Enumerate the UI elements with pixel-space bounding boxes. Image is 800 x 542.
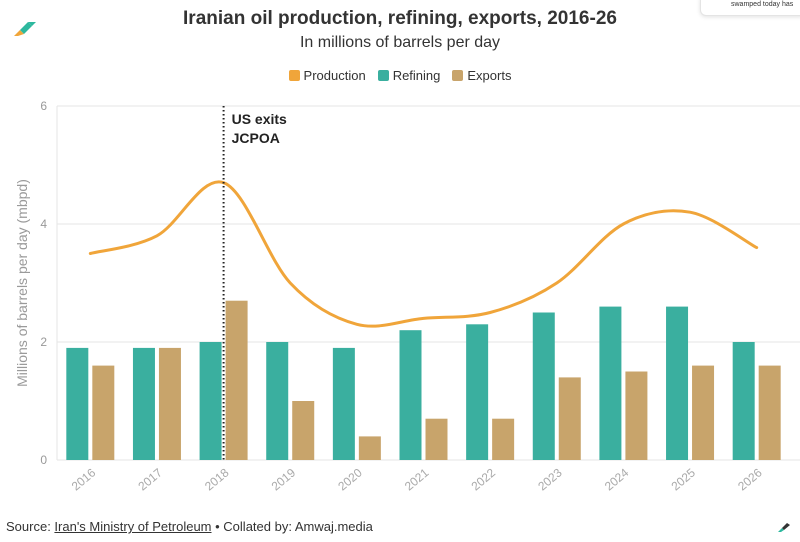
bar-exports-2021 (425, 418, 448, 460)
x-tick-label-2025: 2025 (669, 465, 699, 493)
source-link[interactable]: Iran's Ministry of Petroleum (54, 519, 212, 534)
bar-exports-2018 (225, 300, 248, 460)
bar-refining-2017 (132, 347, 155, 460)
y-tick-label-2: 2 (40, 335, 47, 349)
x-tick-label-2021: 2021 (402, 465, 432, 493)
x-tick-label-2023: 2023 (535, 465, 565, 493)
notification-popup[interactable]: swamped today has (700, 0, 800, 16)
bar-exports-2024 (625, 371, 648, 460)
x-tick-label-2020: 2020 (335, 465, 365, 493)
bar-refining-2023 (532, 312, 555, 460)
legend-label-exports: Exports (467, 68, 512, 83)
bar-refining-2022 (466, 324, 489, 460)
bar-exports-2025 (692, 365, 715, 460)
legend-label-production: Production (303, 68, 366, 83)
x-tick-label-2024: 2024 (602, 465, 632, 493)
bar-exports-2019 (292, 401, 315, 460)
x-tick-label-2022: 2022 (469, 465, 499, 493)
bar-exports-2020 (358, 436, 381, 460)
collated-by: Collated by: Amwaj.media (223, 519, 373, 534)
annotation-text-line-1: US exits (232, 111, 287, 127)
bar-refining-2020 (332, 347, 355, 460)
footer-separator: • (211, 519, 224, 534)
legend-item-exports[interactable]: Exports (452, 68, 511, 83)
bar-exports-2017 (158, 347, 181, 460)
bar-exports-2022 (492, 418, 515, 460)
chart-legend: Production Refining Exports (0, 68, 800, 83)
legend-item-production[interactable]: Production (288, 68, 366, 83)
y-axis-title: Millions of barrels per day (mbpd) (14, 179, 30, 387)
x-tick-label-2017: 2017 (135, 465, 165, 493)
source-footer: Source: Iran's Ministry of Petroleum • C… (6, 519, 373, 534)
y-tick-label-4: 4 (40, 217, 47, 231)
chart-title: Iranian oil production, refining, export… (183, 8, 617, 29)
popup-text: swamped today has (731, 1, 794, 8)
bar-refining-2025 (666, 306, 689, 460)
amwaj-logo-icon (14, 22, 36, 36)
source-label: Source: (6, 519, 55, 534)
bar-refining-2019 (266, 342, 289, 460)
x-tick-label-2026: 2026 (735, 465, 765, 493)
legend-label-refining: Refining (392, 68, 441, 83)
x-tick-label-2016: 2016 (69, 465, 99, 493)
amwaj-small-logo-icon (778, 523, 790, 532)
bar-exports-2026 (758, 365, 781, 460)
legend-item-refining[interactable]: Refining (377, 68, 441, 83)
legend-swatch-refining (377, 70, 389, 81)
y-tick-label-6: 6 (40, 99, 47, 113)
x-tick-label-2018: 2018 (202, 465, 232, 493)
chart-subtitle: In millions of barrels per day (299, 34, 501, 51)
bar-exports-2016 (92, 365, 115, 460)
bar-exports-2023 (558, 377, 581, 460)
bar-refining-2026 (732, 342, 755, 460)
y-tick-label-0: 0 (40, 453, 47, 467)
bar-refining-2016 (66, 347, 89, 460)
annotation-text-line-2: JCPOA (232, 130, 280, 146)
legend-swatch-exports (452, 70, 464, 81)
bar-refining-2018 (199, 342, 222, 460)
line-production (88, 180, 759, 328)
x-tick-label-2019: 2019 (269, 465, 299, 493)
legend-swatch-production (288, 70, 300, 81)
bar-refining-2024 (599, 306, 622, 460)
bar-refining-2021 (399, 330, 422, 460)
